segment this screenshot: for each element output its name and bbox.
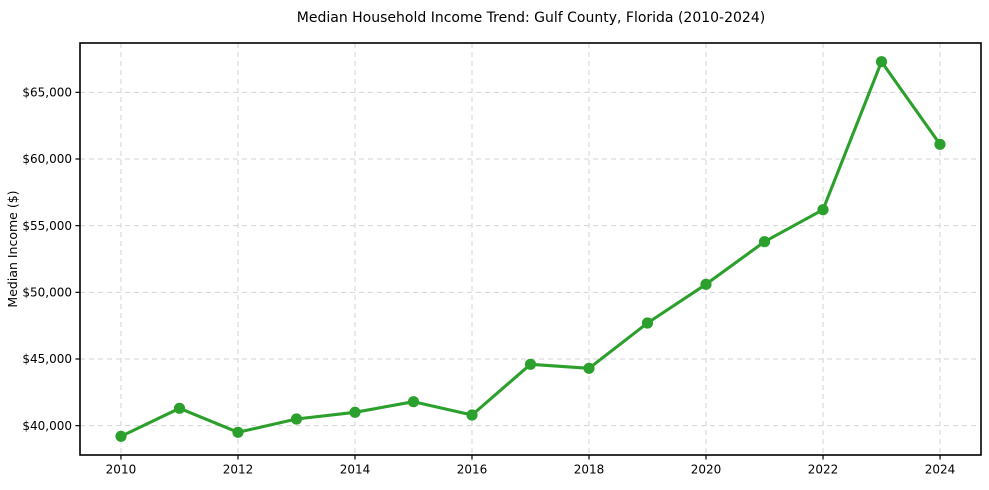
x-tick-label: 2022 <box>808 463 839 477</box>
x-tick-label: 2014 <box>340 463 371 477</box>
y-tick-label: $55,000 <box>22 219 72 233</box>
data-point-2017 <box>524 358 537 370</box>
data-point-2018 <box>583 362 595 374</box>
data-point-2019 <box>641 317 654 329</box>
x-tick-label: 2010 <box>106 463 137 477</box>
data-point-2014 <box>349 406 361 418</box>
data-point-2021 <box>758 236 771 248</box>
y-tick-label: $60,000 <box>22 152 72 166</box>
data-point-2022 <box>817 204 829 216</box>
data-point-2015 <box>407 396 420 408</box>
y-tick-label: $65,000 <box>22 86 72 100</box>
y-axis-label: Median Income ($) <box>5 190 20 307</box>
x-tick-label: 2024 <box>925 463 956 477</box>
data-point-2011 <box>173 402 186 414</box>
data-series <box>115 56 946 442</box>
x-tick-label: 2012 <box>223 463 254 477</box>
gridlines <box>80 43 981 455</box>
data-point-2012 <box>232 426 244 438</box>
plot-border <box>79 42 982 456</box>
x-tick-label: 2016 <box>457 463 488 477</box>
x-tick-label: 2020 <box>691 463 722 477</box>
data-point-2020 <box>700 278 712 290</box>
income-trend-line <box>119 60 942 438</box>
y-tick-label: $50,000 <box>22 286 72 300</box>
data-point-2013 <box>290 413 303 425</box>
data-point-2023 <box>875 56 888 68</box>
chart-title: Median Household Income Trend: Gulf Coun… <box>297 10 765 26</box>
data-point-2010 <box>115 430 127 442</box>
axes <box>75 42 982 460</box>
data-point-2016 <box>466 409 478 421</box>
x-tick-label: 2018 <box>574 463 605 477</box>
tick-labels: 2010 2012 2014 2016 2018 2020 2022 2024 $40,000 $… <box>22 86 955 477</box>
data-point-2024 <box>934 138 946 150</box>
y-tick-label: $45,000 <box>22 352 72 366</box>
y-tick-label: $40,000 <box>22 419 72 433</box>
